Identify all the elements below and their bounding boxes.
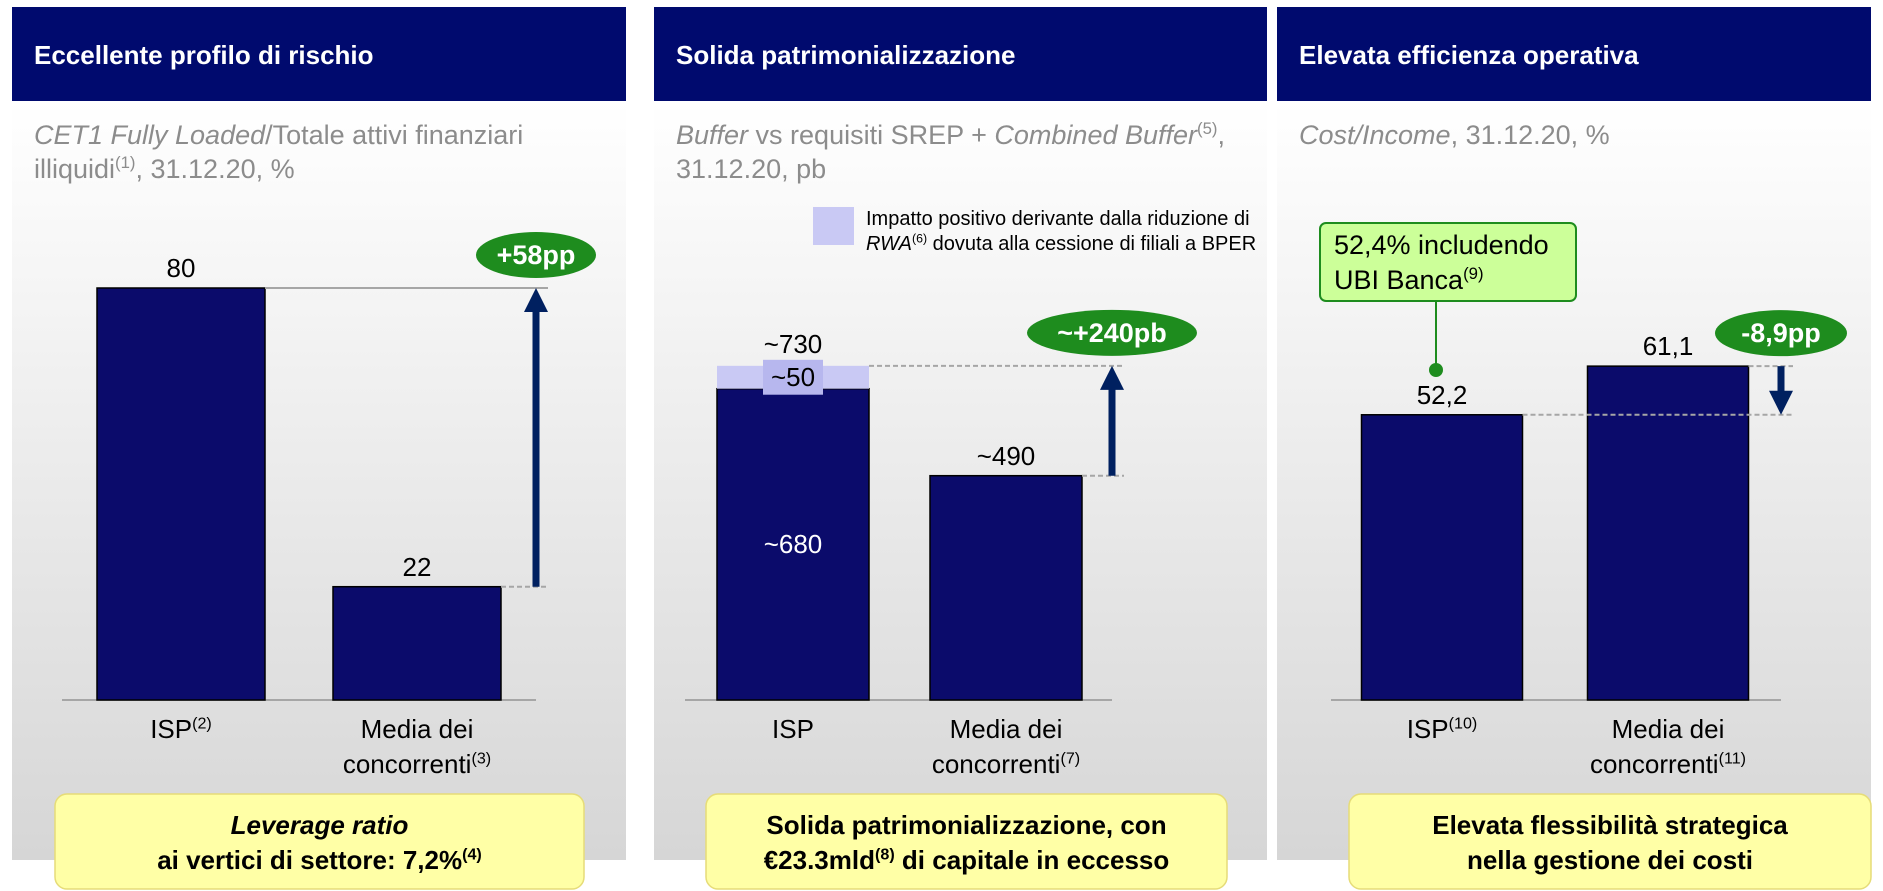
text-segment: ai vertici di settore: 7,2% xyxy=(157,845,463,875)
text-segment: vs requisiti SREP + xyxy=(748,120,995,150)
text-segment: (6) xyxy=(911,231,928,246)
footer-text: Solida patrimonializzazione, con €23.3mld… xyxy=(706,808,1227,878)
category-label: ISP(10) xyxy=(1332,712,1552,747)
footnote-ref: (2) xyxy=(192,714,212,733)
category-label: ISP(2) xyxy=(71,712,291,747)
text-segment: Solida patrimonializzazione, con xyxy=(766,810,1167,840)
callout-dot xyxy=(1429,363,1443,377)
bar-segment xyxy=(716,387,870,701)
text-segment: Leverage ratio xyxy=(230,810,409,840)
footer-line: Solida patrimonializzazione, con xyxy=(706,808,1227,843)
panel-header xyxy=(1277,7,1871,101)
legend-swatch xyxy=(813,207,854,245)
subtitle: CET1 Fully Loaded/Totale attivi finanzia… xyxy=(34,118,608,186)
total-label: ~730 xyxy=(763,328,823,359)
text-segment: , 31.12.20, pb xyxy=(676,120,1225,184)
bar xyxy=(96,287,266,701)
footer-box xyxy=(705,793,1228,890)
footer-box xyxy=(1348,793,1872,890)
panel-header xyxy=(654,7,1267,101)
text-segment: (4) xyxy=(462,845,482,864)
value-label: 80 xyxy=(166,253,196,283)
category-text: ISP xyxy=(150,714,193,744)
panel-title: Elevata efficienza operativa xyxy=(1299,40,1639,70)
text-segment: dovuta alla cessione di filiali a BPER xyxy=(927,233,1257,255)
bar-segment xyxy=(929,474,1083,701)
text-segment: /Totale attivi finanziari illiquidi xyxy=(34,120,524,184)
footer-line: €23.3mld(8) di capitale in eccesso xyxy=(706,843,1227,878)
footer-line: Elevata flessibilità strategica xyxy=(1349,808,1871,843)
value-label: 52,2 xyxy=(1416,379,1468,410)
footnote-ref: (11) xyxy=(1718,749,1747,768)
text-segment: , 31.12.20, % xyxy=(135,154,295,184)
delta-badge xyxy=(476,232,596,278)
panel-title: Solida patrimonializzazione xyxy=(676,40,1016,70)
footer-text: Leverage ratio ai vertici di settore: 7,2… xyxy=(55,808,584,878)
text-segment: (9) xyxy=(1463,264,1484,283)
delta-badge xyxy=(1715,310,1847,357)
category-label: Media dei concorrenti(3) xyxy=(307,712,527,782)
value-label: 22 xyxy=(402,551,432,582)
footer-box xyxy=(54,793,585,890)
footer-line: nella gestione dei costi xyxy=(1349,843,1871,878)
text-segment: CET1 Fully Loaded xyxy=(34,120,266,150)
category-label: Media dei concorrenti(7) xyxy=(896,712,1116,782)
value-label: ~50 xyxy=(770,362,816,393)
text-segment: Combined Buffer xyxy=(994,120,1198,150)
delta-label: +58pp xyxy=(496,240,576,270)
category-text: Media dei concorrenti xyxy=(931,714,1063,779)
value-label: ~680 xyxy=(763,529,823,560)
label-box xyxy=(763,359,823,395)
category-label: Media dei concorrenti(11) xyxy=(1558,712,1778,782)
category-text: ISP xyxy=(772,714,814,744)
category-text: Media dei concorrenti xyxy=(1589,714,1725,779)
footer-line: ai vertici di settore: 7,2%(4) xyxy=(55,843,584,878)
bar xyxy=(1360,414,1524,701)
legend-text: Impatto positivo derivante dalla riduzio… xyxy=(866,207,1261,257)
category-text: Media dei concorrenti xyxy=(342,714,474,779)
text-segment: , 31.12.20, % xyxy=(1450,120,1610,150)
arrow-head xyxy=(1769,390,1793,415)
panel-title: Eccellente profilo di rischio xyxy=(34,40,374,70)
category-text: ISP xyxy=(1406,714,1449,744)
text-segment: Elevata flessibilità strategica xyxy=(1432,810,1788,840)
callout-text: 52,4% includendo UBI Banca(9) xyxy=(1334,228,1569,298)
bar xyxy=(332,585,502,701)
text-segment: Buffer xyxy=(676,120,749,150)
bar xyxy=(1586,365,1750,701)
arrow-head xyxy=(1100,365,1124,390)
footnote-ref: (7) xyxy=(1060,749,1081,768)
arrow-head xyxy=(524,288,548,312)
text-segment: di capitale in eccesso xyxy=(894,845,1170,875)
delta-label: -8,9pp xyxy=(1741,318,1821,349)
value-label: ~490 xyxy=(976,440,1036,471)
text-segment: €23.3mld xyxy=(763,845,875,875)
callout-box xyxy=(1319,222,1577,302)
footer-text: Elevata flessibilità strategica nella ges… xyxy=(1349,808,1871,878)
text-segment: RWA xyxy=(866,233,912,255)
text-segment: (8) xyxy=(875,845,895,864)
subtitle: Buffer vs requisiti SREP + Combined Buff… xyxy=(676,118,1249,186)
text-segment: (5) xyxy=(1197,119,1218,138)
footnote-ref: (10) xyxy=(1448,714,1478,733)
footnote-ref: (3) xyxy=(471,749,492,768)
delta-badge xyxy=(1027,309,1197,356)
text-segment: nella gestione dei costi xyxy=(1466,845,1754,875)
panel-header xyxy=(12,7,626,101)
text-segment: (1) xyxy=(115,153,136,172)
text-segment: Cost/Income xyxy=(1299,120,1451,150)
footer-line: Leverage ratio xyxy=(55,808,584,843)
text-segment: 52,4% includendo UBI Banca xyxy=(1334,230,1549,295)
delta-label: ~+240pb xyxy=(1057,317,1167,348)
subtitle: Cost/Income, 31.12.20, % xyxy=(1299,118,1853,152)
value-label: 61,1 xyxy=(1642,331,1694,362)
category-label: ISP xyxy=(683,712,903,747)
text-segment: Impatto positivo derivante dalla riduzio… xyxy=(866,208,1250,230)
